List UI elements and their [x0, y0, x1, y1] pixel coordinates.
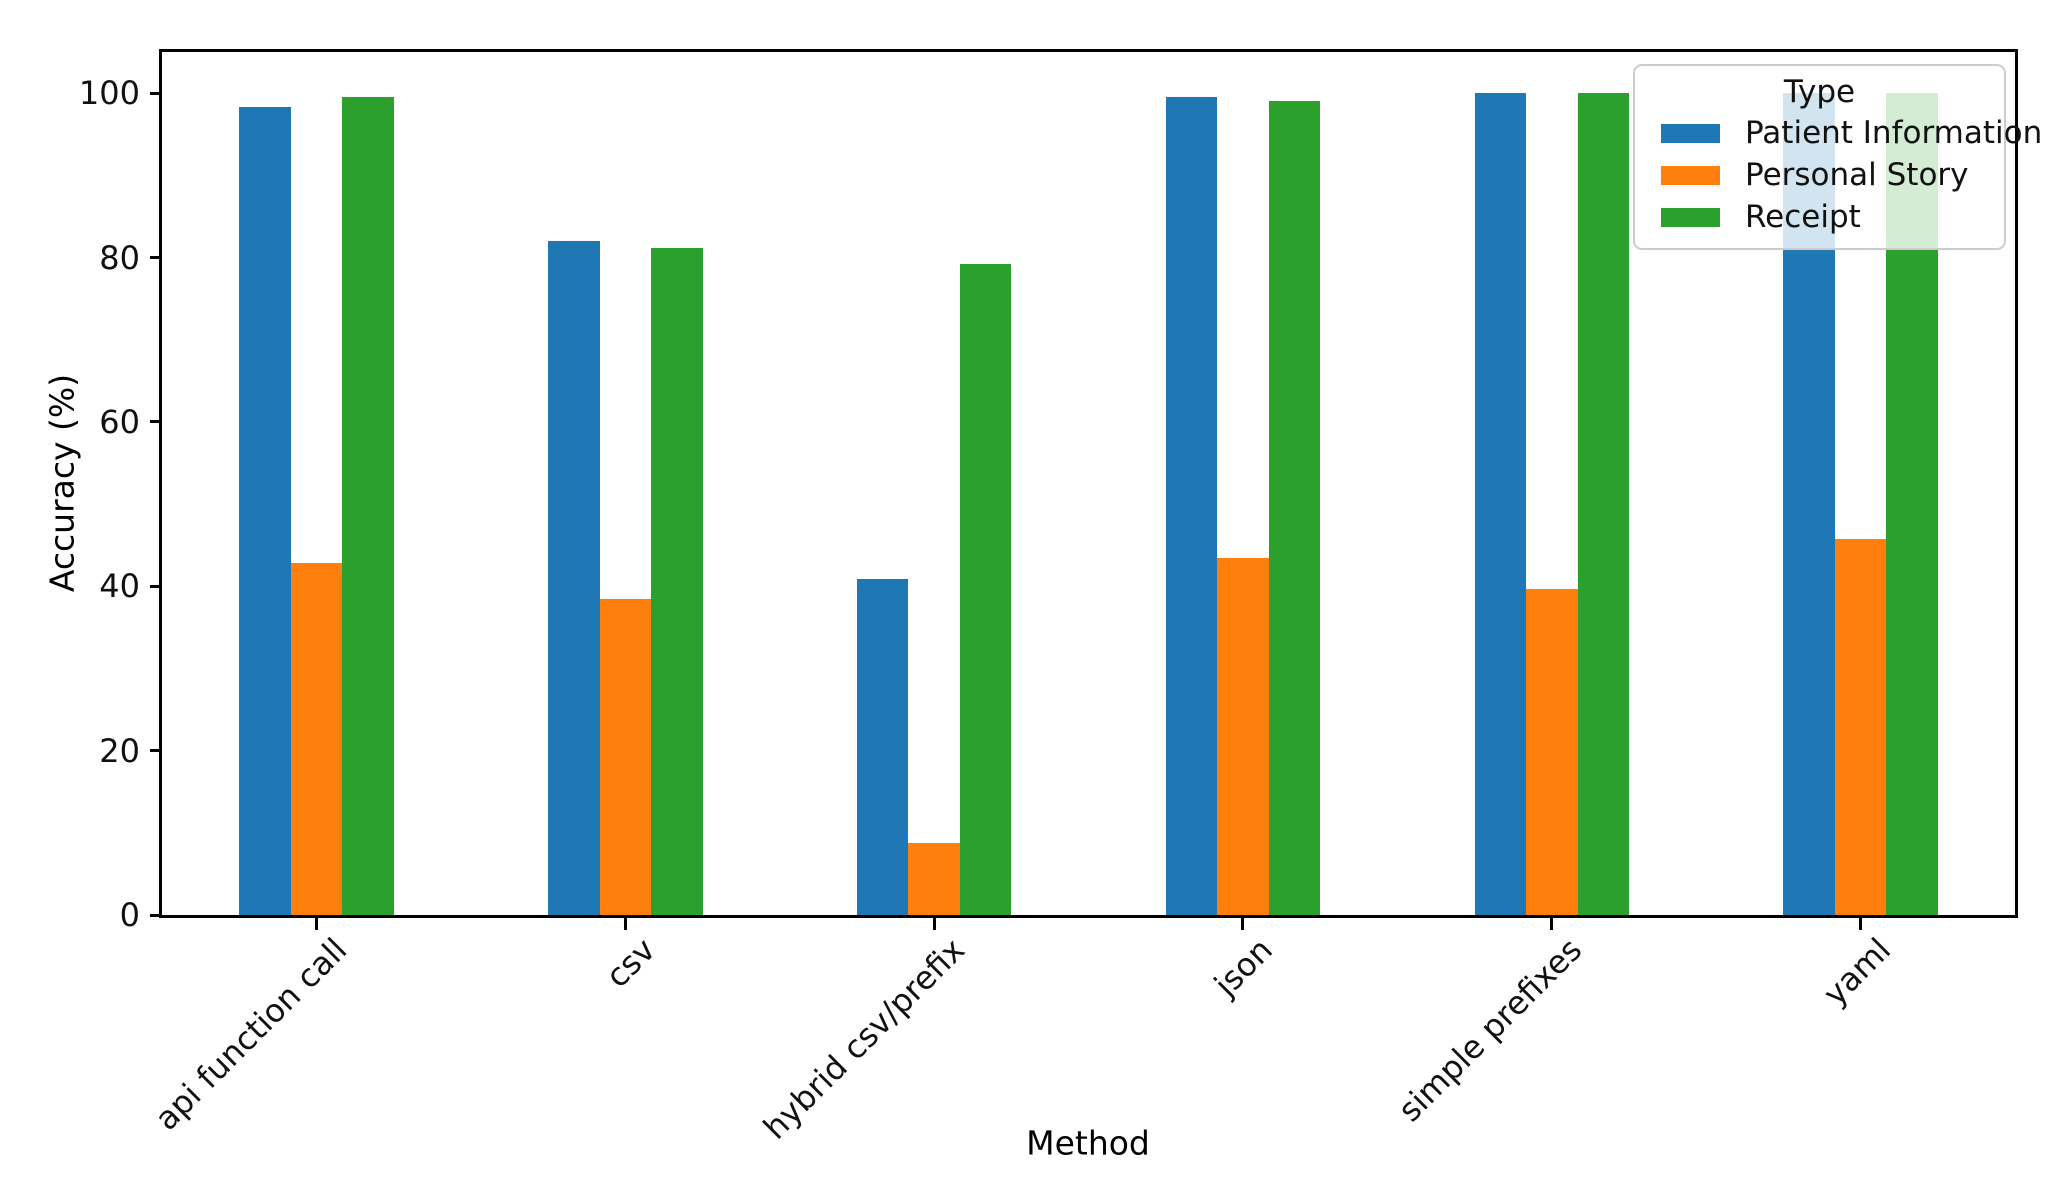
bar-simple-prefixes-personal-story: [1526, 588, 1578, 915]
bar-simple-prefixes-receipt: [1577, 93, 1629, 915]
x-tick-label-api-function-call: api function call: [146, 930, 354, 1138]
bar-api-function-call-personal-story: [290, 563, 343, 915]
y-tick-mark: [150, 91, 162, 95]
x-tick-mark: [932, 918, 936, 930]
x-tick-label-json: json: [1207, 930, 1281, 1004]
y-tick-label: 0: [119, 896, 140, 934]
bar-simple-prefixes-patient-information: [1474, 93, 1526, 915]
legend-entry-personal-story: Personal Story: [1635, 154, 2004, 196]
bar-api-function-call-patient-information: [239, 107, 291, 915]
bar-yaml-personal-story: [1834, 538, 1887, 915]
x-tick-mark: [1550, 918, 1554, 930]
bar-csv-receipt: [651, 248, 703, 915]
bar-hybrid-csv-prefix-patient-information: [856, 578, 909, 915]
legend-label: Patient Information: [1745, 115, 2043, 151]
y-tick-mark: [150, 749, 162, 753]
y-axis-label: Accuracy (%): [42, 373, 82, 593]
x-tick-label-hybrid-csv-prefix: hybrid csv/prefix: [755, 930, 972, 1147]
bar-api-function-call-receipt: [342, 97, 394, 915]
legend-entry-patient-information: Patient Information: [1635, 112, 2042, 154]
x-tick-label-csv: csv: [598, 930, 663, 996]
y-tick-label: 80: [99, 238, 140, 277]
legend-label: Receipt: [1745, 199, 1861, 235]
x-tick-mark: [1859, 918, 1863, 930]
x-tick-mark: [623, 918, 627, 930]
x-tick-label-simple-prefixes: simple prefixes: [1390, 930, 1590, 1130]
legend-entries: Patient Information Personal Story Receipt: [1635, 112, 2042, 238]
bar-hybrid-csv-prefix-receipt: [959, 264, 1012, 915]
legend-swatch: [1661, 165, 1720, 185]
y-tick-label: 40: [99, 567, 140, 606]
legend-swatch: [1661, 123, 1720, 143]
x-axis-label: Method: [1026, 1123, 1150, 1163]
x-tick-label-yaml: yaml: [1815, 930, 1899, 1014]
bar-csv-patient-information: [548, 241, 600, 915]
legend: Type Patient Information Personal Story Re…: [1633, 64, 2042, 250]
bar-csv-personal-story: [599, 598, 651, 915]
bar-json-personal-story: [1217, 558, 1269, 915]
x-tick-mark: [314, 918, 318, 930]
legend-title: Type: [1783, 74, 1856, 110]
legend-label: Personal Story: [1745, 157, 1969, 193]
legend-entry-receipt: Receipt: [1635, 196, 2004, 238]
y-tick-mark: [150, 420, 162, 424]
legend-swatch: [1661, 207, 1720, 227]
y-tick-mark: [150, 913, 162, 917]
bar-json-patient-information: [1165, 97, 1218, 915]
bar-hybrid-csv-prefix-personal-story: [908, 842, 960, 915]
y-tick-mark: [150, 256, 162, 259]
y-tick-label: 20: [99, 731, 140, 770]
x-tick-mark: [1241, 918, 1245, 930]
bar-json-receipt: [1268, 101, 1321, 915]
y-tick-label: 100: [78, 74, 140, 113]
y-tick-label: 60: [99, 402, 140, 441]
y-tick-mark: [150, 584, 162, 588]
